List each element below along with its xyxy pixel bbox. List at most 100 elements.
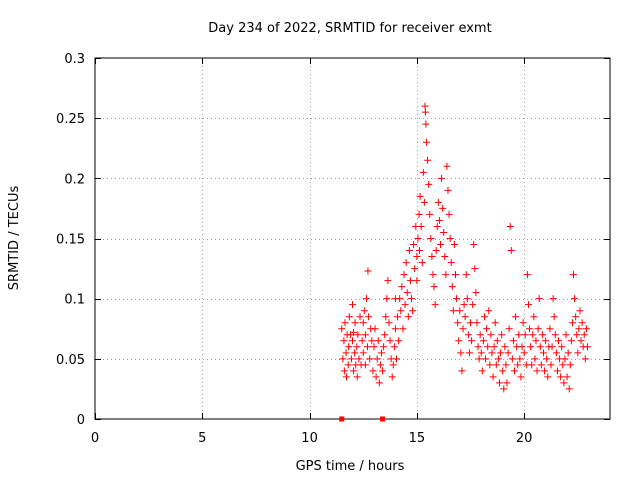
data-point bbox=[483, 325, 491, 333]
data-point bbox=[411, 265, 419, 273]
data-point bbox=[464, 331, 472, 339]
data-point bbox=[338, 325, 346, 333]
data-point bbox=[551, 331, 559, 339]
data-point bbox=[514, 361, 522, 369]
data-point bbox=[571, 295, 579, 303]
data-point bbox=[566, 361, 574, 369]
data-point bbox=[443, 162, 451, 170]
data-point bbox=[415, 210, 423, 218]
data-point bbox=[353, 343, 361, 351]
plot-frame bbox=[94, 57, 611, 420]
data-point bbox=[445, 210, 453, 218]
data-point bbox=[364, 343, 372, 351]
data-point bbox=[491, 319, 499, 327]
x-axis-label: GPS time / hours bbox=[296, 459, 405, 474]
data-point bbox=[397, 307, 405, 315]
data-point bbox=[475, 355, 483, 363]
data-point bbox=[366, 355, 374, 363]
data-point bbox=[413, 277, 421, 285]
data-point bbox=[441, 253, 449, 261]
data-point bbox=[419, 168, 427, 176]
data-point bbox=[364, 267, 372, 275]
data-point bbox=[376, 361, 384, 369]
data-point bbox=[431, 301, 439, 309]
data-point bbox=[422, 120, 430, 128]
x-tick-label: 0 bbox=[91, 431, 99, 446]
data-point bbox=[538, 331, 546, 339]
data-point bbox=[577, 337, 585, 345]
data-point bbox=[360, 307, 368, 315]
data-point bbox=[399, 325, 407, 333]
data-point bbox=[471, 265, 479, 273]
x-tick-label: 15 bbox=[409, 431, 426, 446]
data-point bbox=[476, 331, 484, 339]
y-tick-labels: 0 0.05 0.1 0.15 0.2 0.25 0.3 bbox=[56, 52, 85, 428]
data-point bbox=[372, 373, 380, 381]
data-point bbox=[500, 385, 508, 393]
data-point bbox=[518, 343, 526, 351]
data-point bbox=[549, 295, 557, 303]
data-point bbox=[546, 325, 554, 333]
data-point bbox=[365, 313, 373, 321]
data-point bbox=[501, 343, 509, 351]
data-point bbox=[559, 361, 567, 369]
data-point bbox=[469, 301, 477, 309]
data-point bbox=[526, 325, 534, 333]
data-point bbox=[442, 271, 450, 279]
data-point bbox=[358, 337, 366, 345]
data-point bbox=[383, 295, 391, 303]
data-point bbox=[575, 325, 583, 333]
data-point bbox=[389, 361, 397, 369]
data-point bbox=[529, 331, 537, 339]
data-point bbox=[512, 313, 520, 321]
data-point bbox=[550, 313, 558, 321]
data-points bbox=[338, 102, 591, 393]
data-point bbox=[532, 337, 540, 345]
data-point bbox=[578, 319, 586, 327]
data-point bbox=[434, 198, 442, 206]
data-point bbox=[410, 241, 418, 249]
data-point bbox=[497, 349, 505, 357]
data-point bbox=[433, 222, 441, 230]
baseline-point bbox=[380, 416, 386, 422]
data-point bbox=[564, 349, 572, 357]
data-point bbox=[342, 349, 350, 357]
data-point bbox=[340, 367, 348, 375]
y-axis-label: SRMTID / TECUs bbox=[7, 186, 22, 291]
data-point bbox=[377, 349, 385, 357]
data-point bbox=[455, 337, 463, 345]
data-point bbox=[507, 247, 515, 255]
chart-title: Day 234 of 2022, SRMTID for receiver exm… bbox=[208, 21, 491, 36]
data-point bbox=[415, 247, 423, 255]
data-point bbox=[427, 235, 435, 242]
data-point bbox=[520, 349, 528, 357]
data-point bbox=[402, 259, 410, 267]
data-point bbox=[361, 331, 369, 339]
data-point bbox=[560, 379, 568, 387]
data-point bbox=[447, 259, 455, 267]
data-point bbox=[459, 325, 467, 333]
data-point bbox=[461, 313, 469, 321]
y-tick-label: 0.15 bbox=[56, 233, 85, 248]
data-point bbox=[401, 301, 409, 309]
data-point bbox=[342, 373, 350, 381]
x-tick-label: 20 bbox=[516, 431, 533, 446]
data-point bbox=[439, 204, 447, 212]
baseline-point bbox=[339, 416, 345, 422]
data-point bbox=[405, 247, 413, 255]
data-point bbox=[553, 367, 561, 375]
data-point bbox=[454, 319, 462, 327]
data-point bbox=[504, 349, 512, 357]
data-point bbox=[341, 319, 349, 327]
data-point bbox=[495, 379, 503, 387]
data-point bbox=[370, 343, 378, 351]
data-point bbox=[380, 343, 388, 351]
data-point bbox=[574, 349, 582, 357]
axis-ticks bbox=[95, 58, 610, 420]
data-point bbox=[583, 343, 591, 351]
data-point bbox=[492, 361, 500, 369]
data-point bbox=[473, 319, 481, 327]
data-point bbox=[470, 241, 478, 249]
data-point bbox=[503, 379, 511, 387]
data-point bbox=[344, 361, 352, 369]
